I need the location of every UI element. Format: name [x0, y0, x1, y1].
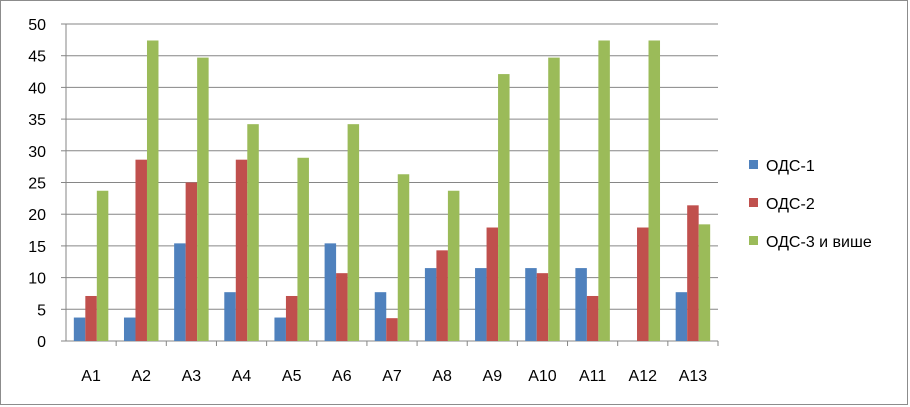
legend-swatch-series-2: [749, 198, 758, 207]
bar-a13-series-3: [698, 224, 711, 341]
bar-a8-series-1: [424, 268, 437, 341]
bar-a5-series-2: [285, 295, 298, 341]
bar-a10-series-1: [525, 268, 537, 341]
bar-a4-series-1: [224, 292, 236, 341]
bar-a13-series-1: [675, 292, 688, 341]
bar-a2-series-1: [123, 317, 136, 341]
bar-a3-series-1: [174, 243, 186, 341]
y-tick-label: 25: [28, 176, 46, 193]
x-tick-label: A8: [432, 368, 452, 385]
gridlines: [66, 23, 718, 310]
bar-a10-series-3: [548, 57, 560, 342]
x-tick-label: A1: [81, 368, 101, 385]
legend-label-series-2: ОДС-2: [766, 196, 815, 213]
bar-a7-series-1: [374, 292, 387, 341]
y-tick-label: 50: [28, 17, 46, 34]
x-tick-label: A6: [332, 368, 352, 385]
bar-a6-series-2: [336, 273, 348, 341]
legend-label-series-3: ОДС-3 и више: [766, 234, 872, 251]
bar-a11-series-3: [598, 40, 610, 341]
bar-a9-series-1: [475, 268, 487, 341]
y-tick-label: 15: [28, 239, 46, 256]
x-tick-label: A2: [131, 368, 151, 385]
legend-swatch-series-1: [749, 160, 758, 169]
x-tick-label: A12: [629, 368, 658, 385]
bar-a9-series-3: [498, 74, 510, 341]
x-tick-label: A4: [232, 368, 252, 385]
bar-a7-series-3: [397, 174, 410, 341]
bar-a2-series-3: [146, 40, 159, 341]
bar-a6-series-3: [347, 124, 360, 341]
legend-label-series-1: ОДС-1: [766, 158, 815, 175]
bars: [73, 40, 711, 342]
bar-a6-series-1: [324, 243, 337, 341]
bar-a12-series-3: [648, 40, 661, 341]
x-tick-label: A5: [282, 368, 302, 385]
y-tick-label: 40: [28, 80, 46, 97]
y-tick-label: 35: [28, 112, 46, 129]
x-tick-label: A10: [528, 368, 557, 385]
y-tick-label: 30: [28, 144, 46, 161]
y-tick-label: 10: [28, 271, 46, 288]
bar-a5-series-3: [297, 157, 309, 341]
bar-a5-series-1: [274, 317, 286, 341]
bar-a12-series-2: [637, 227, 649, 341]
bar-a1-series-3: [96, 190, 109, 341]
bar-a3-series-2: [185, 182, 198, 341]
bar-a11-series-1: [575, 268, 587, 341]
bar-a4-series-2: [235, 159, 248, 341]
y-tick-label: 0: [37, 334, 46, 351]
bar-a1-series-1: [73, 317, 86, 341]
bar-a13-series-2: [687, 205, 699, 341]
bar-a2-series-2: [135, 159, 147, 341]
bar-a11-series-2: [586, 295, 599, 341]
bar-a8-series-2: [436, 250, 448, 341]
x-tick-label: A7: [382, 368, 402, 385]
legend: ОДС-1 ОДС-2 ОДС-3 и више: [749, 158, 872, 251]
x-tick-label: A11: [579, 368, 606, 385]
bar-a9-series-2: [486, 227, 499, 341]
bar-a10-series-2: [536, 273, 549, 341]
bar-a3-series-3: [197, 57, 209, 342]
bar-a1-series-2: [85, 295, 97, 341]
y-tick-label: 5: [37, 302, 46, 319]
x-tick-label: A13: [679, 368, 708, 385]
x-tick-label: A9: [483, 368, 503, 385]
bar-a8-series-3: [447, 190, 460, 341]
bar-a7-series-2: [386, 318, 398, 341]
x-tick-label: A3: [182, 368, 202, 385]
y-tick-label: 45: [28, 49, 46, 66]
y-tick-label: 20: [28, 207, 46, 224]
legend-swatch-series-3: [749, 236, 758, 245]
bar-a4-series-3: [247, 124, 259, 341]
